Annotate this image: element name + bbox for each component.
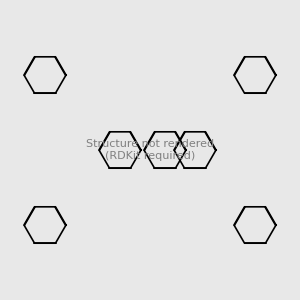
Text: Structure not rendered
(RDKit required): Structure not rendered (RDKit required) [86,139,214,161]
